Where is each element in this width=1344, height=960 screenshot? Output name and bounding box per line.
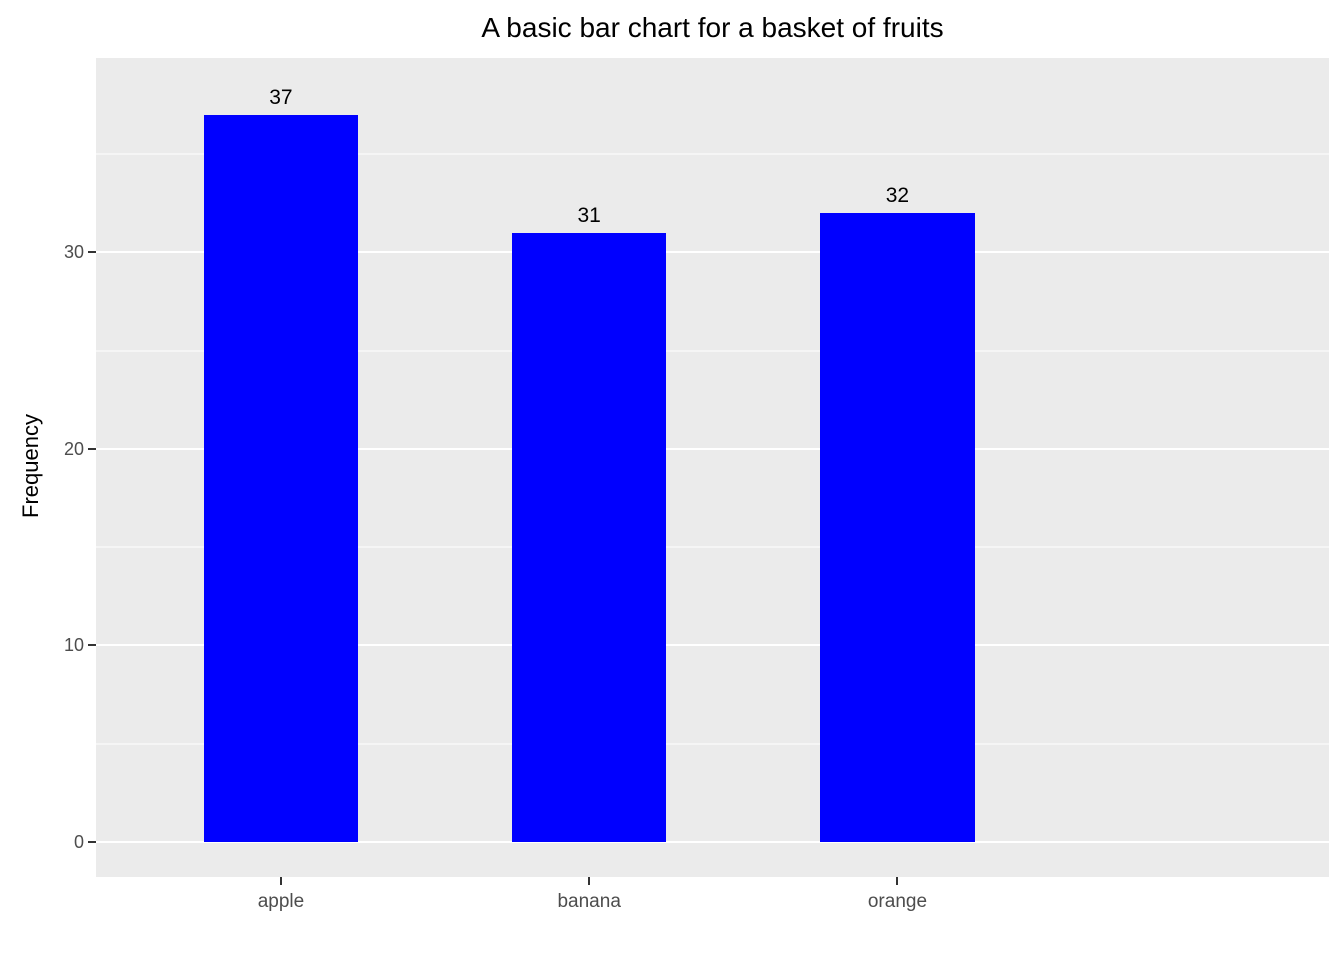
y-tick-mark (88, 841, 96, 843)
x-tick-mark (896, 877, 899, 885)
y-tick-label: 10 (63, 635, 84, 656)
x-tick-label-banana: banana (557, 891, 621, 912)
x-tick-label-apple: apple (257, 891, 305, 912)
x-tick-mark (279, 877, 282, 885)
minor-gridline (96, 153, 1329, 155)
y-tick-label: 20 (63, 438, 84, 459)
y-axis-title: Frequency (18, 414, 43, 518)
y-tick-mark (88, 644, 96, 647)
bar-orange (820, 212, 975, 842)
bar-value-label-orange: 32 (885, 183, 910, 207)
y-tick-mark (88, 251, 96, 254)
plot-panel (96, 58, 1329, 877)
minor-gridline (96, 546, 1329, 548)
y-tick-mark (88, 447, 96, 450)
major-gridline (96, 251, 1329, 254)
x-tick-mark (588, 877, 591, 885)
major-gridline (96, 644, 1329, 647)
y-tick-label: 30 (63, 242, 84, 263)
x-tick-label-orange: orange (867, 891, 928, 912)
major-gridline (96, 447, 1329, 450)
y-tick-label: 0 (73, 832, 84, 852)
minor-gridline (96, 743, 1329, 745)
chart-title: A basic bar chart for a basket of fruits (481, 12, 944, 43)
bar-value-label-banana: 31 (577, 203, 601, 227)
minor-gridline (96, 350, 1329, 352)
bar-apple (203, 114, 358, 842)
bar-value-label-apple: 37 (269, 85, 293, 109)
major-gridline (96, 841, 1329, 843)
bar-banana (512, 232, 667, 842)
